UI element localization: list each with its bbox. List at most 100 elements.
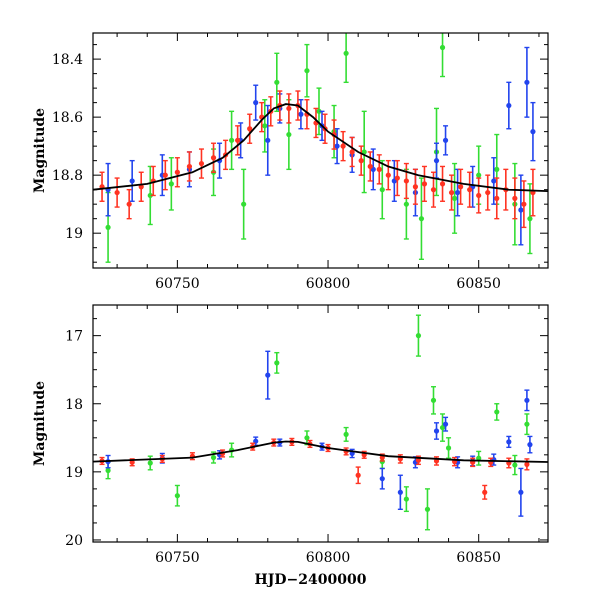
bottom-panel-model-curve <box>93 440 548 463</box>
top-panel-red-point <box>412 184 419 190</box>
top-panel-red-point <box>210 155 217 161</box>
bottom-panel-green-point <box>494 409 500 415</box>
bottom-panel-blue-point <box>433 428 440 434</box>
top-panel-red-point <box>186 163 193 170</box>
bottom-panel-green-point <box>430 397 437 403</box>
bottom-panel-green-point <box>524 421 530 427</box>
top-panel-red-point <box>439 181 446 187</box>
top-panel-red-point <box>349 149 355 155</box>
top-panel-model-curve <box>93 103 548 192</box>
top-panel-red-point <box>162 172 168 178</box>
top-panel-red-point <box>367 163 373 170</box>
bottom-panel-green-point <box>415 333 422 339</box>
bottom-panel-green-point <box>304 435 310 441</box>
bottom-panel-red-point <box>415 457 422 463</box>
top-panel-series-green <box>105 33 533 263</box>
top-panel-blue-point <box>506 102 512 109</box>
bottom-panel-blue-point <box>379 476 385 482</box>
top-panel-red-point <box>247 126 253 132</box>
top-panel-plot-area <box>93 33 548 263</box>
top-panel-x-tick-label: 60850 <box>456 276 501 292</box>
bottom-panel-blue-point <box>527 442 533 448</box>
bottom-panel-y-tick-label: 19 <box>65 465 83 481</box>
top-panel: 60750 60800 60850 18.4 18.6 18.8 19 Magnitude <box>32 32 549 292</box>
top-panel-green-point <box>379 187 385 193</box>
top-panel-series-blue <box>105 46 536 246</box>
bottom-panel-frame <box>92 304 549 543</box>
top-panel-blue-point <box>334 143 340 149</box>
top-panel-blue-point <box>442 137 449 143</box>
bottom-panel-green-point <box>147 460 153 466</box>
top-panel-red-point <box>340 143 346 149</box>
top-panel-green-point <box>147 192 153 199</box>
bottom-panel-blue-point <box>397 489 403 495</box>
top-panel-y-tick-label: 18.4 <box>52 52 83 68</box>
top-panel-green-point <box>286 131 292 138</box>
bottom-panel-green-point <box>439 424 446 431</box>
bottom-panel-red-point <box>524 461 530 467</box>
bottom-panel-x-axis-label: HJD−2400000 <box>255 572 367 588</box>
bottom-panel-red-point <box>129 459 135 465</box>
bottom-panel-x-tick-label: 60800 <box>306 550 351 566</box>
bottom-panel-series-blue <box>105 350 533 517</box>
top-panel-red-point <box>114 189 120 196</box>
top-panel-blue-point <box>455 189 461 196</box>
bottom-panel-green-point <box>105 467 111 474</box>
bottom-panel-x-tick-label: 60850 <box>456 550 501 566</box>
top-panel-green-point <box>304 68 310 74</box>
top-panel-green-point <box>274 79 280 85</box>
bottom-panel: 60750 60800 60850 17 18 19 20 Magnitude HJD−2400… <box>32 304 549 588</box>
top-panel-green-point <box>343 50 349 56</box>
top-panel-red-point <box>521 201 527 207</box>
bottom-panel-red-point <box>355 472 361 478</box>
top-panel-red-point <box>235 137 241 143</box>
top-panel-red-point <box>467 187 473 193</box>
top-panel-red-point <box>394 175 400 181</box>
top-panel-green-point <box>229 137 235 143</box>
bottom-panel-green-point <box>343 431 349 437</box>
top-panel-green-point <box>476 172 482 178</box>
top-panel-red-point <box>385 172 391 178</box>
bottom-panel-blue-point <box>506 439 512 445</box>
bottom-panel-green-point <box>445 445 452 451</box>
bottom-panel-blue-point <box>265 372 271 378</box>
top-panel-blue-point <box>298 111 304 117</box>
top-panel-x-tick-label: 60800 <box>306 276 351 292</box>
top-panel-red-point <box>430 187 437 193</box>
bottom-panel-blue-point <box>442 421 449 427</box>
top-panel-red-point <box>476 192 482 199</box>
top-panel-red-point <box>286 105 292 112</box>
bottom-panel-green-point <box>512 462 518 468</box>
top-panel-green-point <box>316 108 322 114</box>
bottom-panel-blue-point <box>518 489 524 495</box>
bottom-panel-green-point <box>403 496 409 502</box>
bottom-panel-green-point <box>274 360 280 366</box>
top-panel-red-point <box>494 195 500 201</box>
top-panel-green-point <box>262 123 268 129</box>
top-panel-frame <box>92 32 549 269</box>
top-panel-green-point <box>494 166 500 172</box>
bottom-panel-y-tick-label: 20 <box>65 533 83 549</box>
top-panel-red-point <box>421 181 428 187</box>
top-panel-green-point <box>168 181 174 187</box>
bottom-panel-x-tick-label: 60750 <box>155 550 200 566</box>
bottom-panel-series-red <box>99 437 530 500</box>
top-panel-blue-point <box>530 129 536 135</box>
top-panel-green-point <box>241 201 247 207</box>
top-panel-green-point <box>361 149 367 155</box>
top-panel-y-axis-label: Magnitude <box>32 108 48 193</box>
top-panel-green-point <box>418 216 425 222</box>
top-panel-red-point <box>358 158 364 164</box>
bottom-panel-green-point <box>476 455 482 461</box>
top-panel-y-tick-label: 19 <box>65 226 83 242</box>
top-panel-green-point <box>403 201 409 207</box>
bottom-panel-y-axis-label: Magnitude <box>32 381 48 466</box>
top-panel-x-tick-label: 60750 <box>155 276 200 292</box>
top-panel-blue-point <box>524 79 530 85</box>
top-panel-red-point <box>448 189 455 196</box>
top-panel-blue-point <box>491 178 497 184</box>
top-panel-blue-point <box>253 100 259 106</box>
top-panel-red-point <box>403 178 409 184</box>
